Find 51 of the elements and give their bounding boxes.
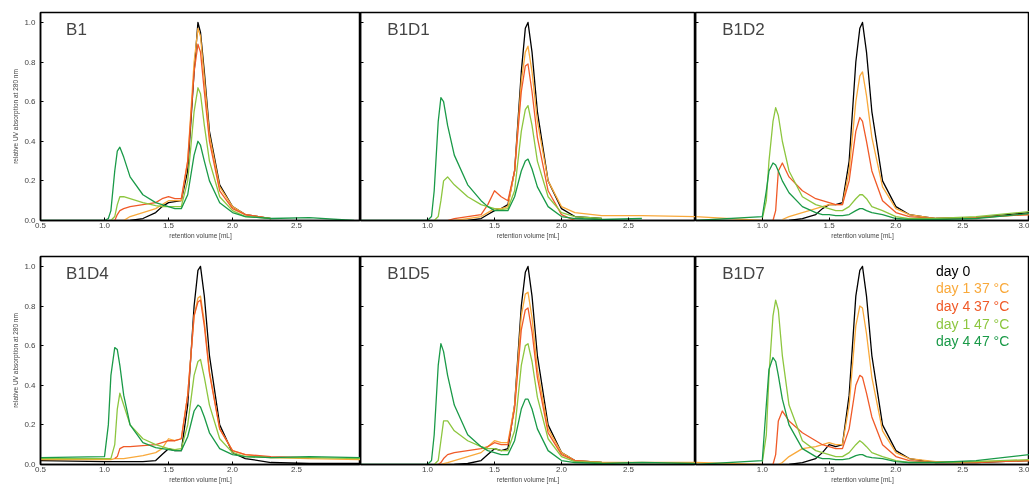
x-tick-label: 1.0: [421, 220, 434, 230]
chart-title: B1D1: [387, 19, 430, 39]
x-tick-label: 0.5: [34, 220, 47, 230]
x-tick-label: 1.0: [756, 464, 769, 474]
text: day 4 37 °C: [935, 298, 1010, 315]
x-tick-label: 1.0: [98, 220, 111, 230]
y-tick-label: 0.8: [24, 301, 37, 311]
x-tick-label: 2.0: [555, 220, 568, 230]
x-tick-label: 2.5: [622, 220, 635, 230]
x-tick-label: 2.0: [890, 464, 903, 474]
x-tick-label: 2.0: [555, 464, 568, 474]
x-tick-label: 1.0: [98, 464, 111, 474]
y-tick-label: 0.6: [24, 341, 37, 351]
y-tick-label: 0.2: [24, 176, 37, 186]
x-tick-label: 2.5: [622, 464, 635, 474]
x-tick-label: 2.5: [957, 464, 969, 474]
x-tick-label: 1.5: [162, 220, 175, 230]
chart-title: B1D7: [722, 263, 765, 283]
y-tick-label: 1.0: [24, 17, 37, 27]
x-tick-label: 1.5: [823, 220, 836, 230]
text: day 4 47 °C: [935, 333, 1010, 350]
x-tick-label: 1.5: [823, 464, 836, 474]
text: day 0: [935, 262, 971, 279]
x-tick-label: 2.5: [290, 464, 303, 474]
chart-title: B1: [66, 19, 87, 39]
x-tick-label: 2.0: [890, 220, 903, 230]
x-tick-label: 2.5: [957, 220, 969, 230]
x-tick-label: 3.0: [1018, 220, 1029, 230]
text: day 1 37 °C: [935, 280, 1010, 297]
text: day 1 47 °C: [935, 315, 1010, 332]
y-tick-label: 0.4: [24, 380, 37, 390]
y-tick-label: 0.2: [24, 420, 37, 430]
x-tick-label: 2.5: [290, 220, 303, 230]
x-tick-label: 1.5: [162, 464, 175, 474]
x-tick-label: 1.5: [488, 464, 501, 474]
y-tick-label: 1.0: [24, 261, 37, 271]
y-tick-label: 0.8: [24, 57, 37, 67]
x-tick-label: 2.0: [226, 464, 239, 474]
y-tick-label: 0.0: [24, 460, 37, 469]
x-tick-label: 2.0: [226, 220, 239, 230]
x-tick-label: 3.0: [1018, 464, 1029, 474]
y-tick-label: 0.4: [24, 136, 37, 146]
x-tick-label: 1.0: [421, 464, 434, 474]
x-tick-label: 1.5: [488, 220, 501, 230]
y-tick-label: 0.0: [24, 216, 37, 225]
chart-title: B1D5: [387, 263, 430, 283]
x-tick-label: 0.5: [34, 464, 47, 474]
chart-title: B1D4: [66, 263, 109, 283]
chart-title: B1D2: [722, 19, 765, 39]
x-tick-label: 1.0: [756, 220, 769, 230]
y-tick-label: 0.6: [24, 97, 37, 107]
